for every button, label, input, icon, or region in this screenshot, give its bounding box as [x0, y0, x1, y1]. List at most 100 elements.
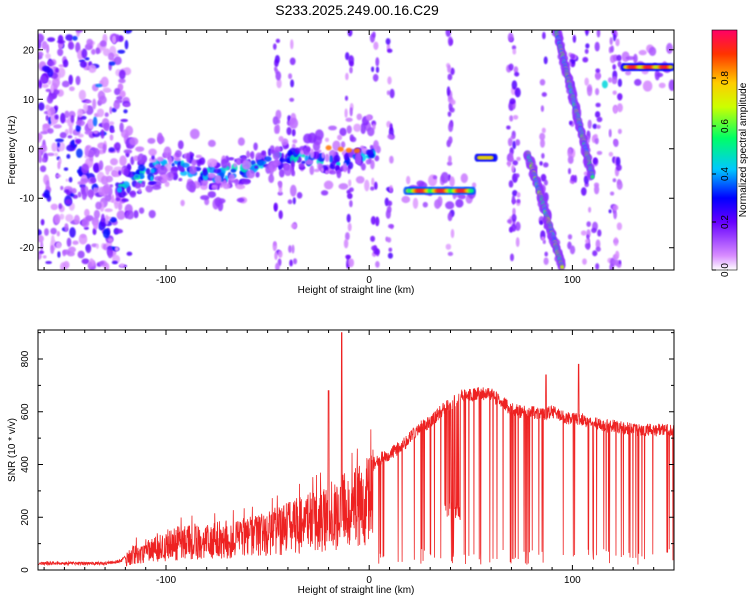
streak-blob	[511, 80, 518, 90]
streak-blob	[509, 115, 514, 122]
streak-blob	[512, 207, 516, 216]
noise-blob	[126, 251, 133, 256]
band-blob	[178, 177, 183, 182]
noise-blob	[54, 213, 61, 224]
snr-ytick-label: 0	[20, 567, 31, 573]
streak-blob	[585, 43, 590, 49]
segment-halo	[422, 201, 428, 208]
flat-halo	[638, 49, 647, 56]
streak-blob	[348, 258, 355, 268]
streak-blob	[612, 33, 617, 42]
streak-blob	[594, 41, 600, 52]
noise-blob	[81, 191, 87, 201]
snr-ticks: -100 0 100 0 200 400 600 800	[20, 330, 675, 586]
band-blob	[174, 157, 181, 162]
noise-blob	[98, 95, 107, 105]
colorbar-tick-label: 0.2	[720, 215, 731, 229]
streak-blob	[541, 92, 547, 97]
band-halo	[353, 123, 362, 132]
streak-blob	[346, 189, 351, 195]
streak-blob	[389, 155, 394, 164]
band-halo	[324, 153, 330, 163]
streak-blob	[291, 244, 295, 254]
noise-blob	[124, 39, 129, 50]
streak-blob	[569, 245, 576, 255]
streak-blob	[617, 128, 622, 135]
streak-blob	[387, 237, 392, 243]
band-halo	[138, 207, 145, 214]
streak-blob	[591, 227, 597, 234]
streak-blob	[508, 63, 514, 71]
band-halo	[153, 175, 163, 182]
band-halo	[339, 127, 347, 137]
noise-blob	[104, 208, 113, 212]
noise-blob	[45, 180, 50, 191]
noise-blob	[119, 122, 124, 133]
band-halo	[268, 174, 275, 184]
band-blob	[250, 151, 255, 160]
streak-blob	[541, 127, 546, 134]
streak-blob	[507, 137, 513, 147]
streak-blob	[612, 204, 619, 211]
streak-blob	[610, 45, 614, 53]
noise-blob	[51, 77, 60, 88]
band-blob	[150, 168, 155, 174]
noise-blob	[109, 61, 116, 66]
band-halo	[305, 159, 314, 166]
noise-blob	[66, 237, 72, 247]
noise-blob	[114, 228, 124, 234]
noise-blob	[56, 230, 60, 237]
streak-blob	[616, 180, 623, 190]
band-blob	[261, 150, 266, 156]
noise-blob	[109, 184, 114, 188]
band-blob	[279, 158, 287, 163]
colorbar-gradient	[711, 29, 738, 271]
noise-blob	[93, 130, 99, 135]
snr-ytick-label: 600	[20, 403, 31, 420]
band-blob	[233, 162, 237, 168]
band-halo	[207, 191, 217, 198]
band-halo	[180, 199, 185, 207]
streak-blob	[373, 41, 379, 51]
noise-blob	[59, 213, 65, 220]
band-blob	[287, 150, 293, 157]
streak-blob	[617, 78, 623, 87]
noise-blob	[99, 40, 107, 47]
noise-blob	[64, 110, 70, 119]
streak-blob	[613, 259, 620, 266]
segment-halo	[455, 198, 464, 208]
streak-blob	[608, 151, 614, 157]
streak-blob	[567, 155, 574, 165]
streak-blob	[508, 180, 514, 188]
band-halo	[167, 156, 173, 165]
streak-blob	[292, 197, 296, 205]
band-halo	[283, 164, 293, 176]
streak-blob	[387, 76, 392, 85]
streak-blob	[542, 239, 546, 244]
streak-blob	[512, 48, 517, 55]
streak-blob	[592, 157, 598, 165]
noise-blob	[113, 100, 121, 110]
snr-ytick-label: 200	[20, 508, 31, 525]
streak-blob	[344, 95, 349, 101]
band-halo	[305, 146, 311, 152]
slope-a-core	[560, 265, 565, 270]
band-halo	[163, 146, 172, 159]
band-blob	[202, 169, 208, 176]
band-halo	[129, 137, 139, 146]
band-blob	[121, 198, 129, 202]
streak-blob	[615, 38, 620, 47]
band-peak	[345, 147, 352, 153]
snr-xlabel: Height of straight line (km)	[298, 585, 415, 596]
noise-blob	[47, 128, 54, 134]
band-blob	[264, 156, 272, 162]
noise-blob	[78, 89, 87, 101]
streak-blob	[278, 210, 283, 220]
noise-blob	[113, 166, 123, 171]
noise-blob	[84, 130, 93, 135]
noise-blob	[110, 129, 115, 133]
streak-blob	[291, 170, 296, 177]
band-halo	[320, 190, 329, 196]
noise-blob	[55, 138, 64, 143]
